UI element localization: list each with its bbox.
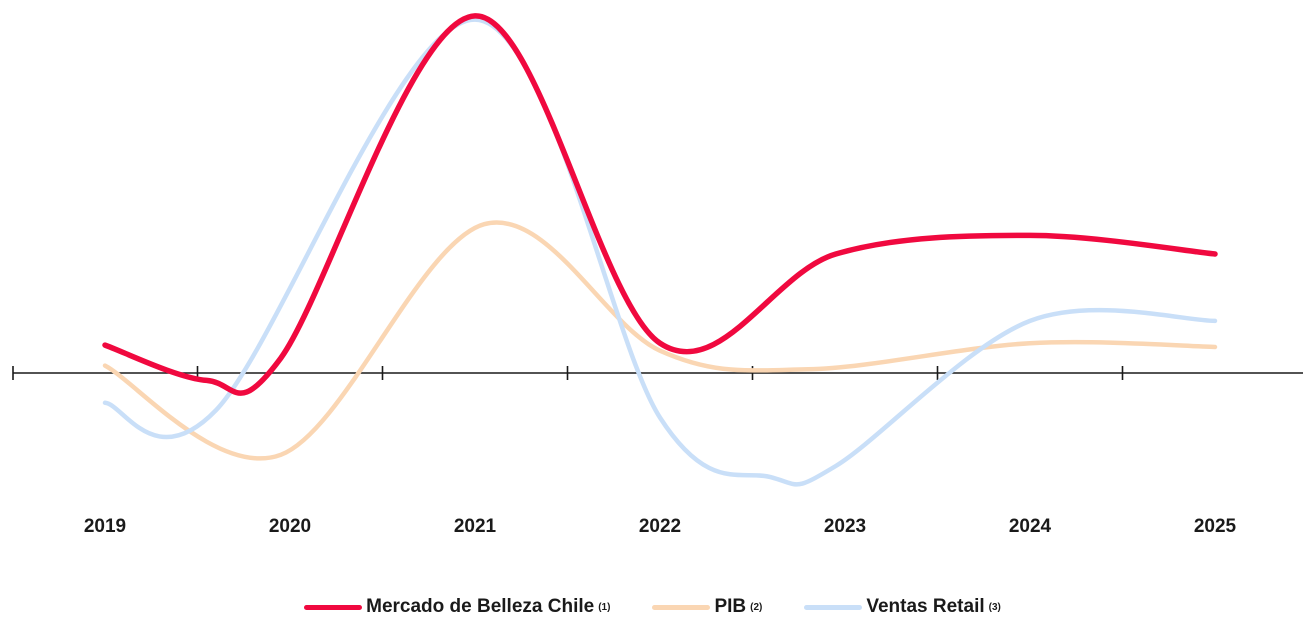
legend-swatch-ventas-retail bbox=[804, 604, 863, 610]
x-tick-label-2023: 2023 bbox=[824, 516, 866, 537]
x-tick-label-2019: 2019 bbox=[84, 516, 126, 537]
legend-label-mercado-belleza: Mercado de Belleza Chile bbox=[366, 596, 595, 617]
legend-note-pib: (2) bbox=[750, 601, 763, 613]
x-tick-labels: 2019 2020 2021 2022 2023 2024 2025 bbox=[84, 516, 1237, 537]
legend-item-mercado-belleza: Mercado de Belleza Chile (1) bbox=[304, 596, 610, 618]
legend: Mercado de Belleza Chile (1) PIB (2) Ven… bbox=[0, 592, 1305, 622]
x-tick-label-2021: 2021 bbox=[454, 516, 497, 537]
legend-label-ventas-retail: Ventas Retail bbox=[866, 596, 985, 617]
legend-swatch-pib bbox=[652, 604, 711, 610]
legend-item-pib: PIB (2) bbox=[652, 596, 762, 618]
series-line-ventas-retail bbox=[102, 17, 1218, 487]
legend-label-pib: PIB bbox=[714, 596, 747, 617]
x-tick-label-2024: 2024 bbox=[1009, 516, 1052, 537]
legend-note-ventas-retail: (3) bbox=[988, 601, 1001, 613]
x-tick-label-2022: 2022 bbox=[639, 516, 681, 537]
legend-item-ventas-retail: Ventas Retail (3) bbox=[804, 596, 1001, 618]
line-chart: 2019 2020 2021 2022 2023 2024 2025 bbox=[12, 13, 1303, 537]
legend-note-mercado-belleza: (1) bbox=[598, 601, 611, 613]
x-tick-label-2025: 2025 bbox=[1194, 516, 1237, 537]
series-lines bbox=[102, 13, 1218, 487]
x-tick-label-2020: 2020 bbox=[269, 516, 311, 537]
series-line-mercado-belleza bbox=[102, 13, 1218, 396]
legend-swatch-mercado-belleza bbox=[304, 604, 363, 610]
